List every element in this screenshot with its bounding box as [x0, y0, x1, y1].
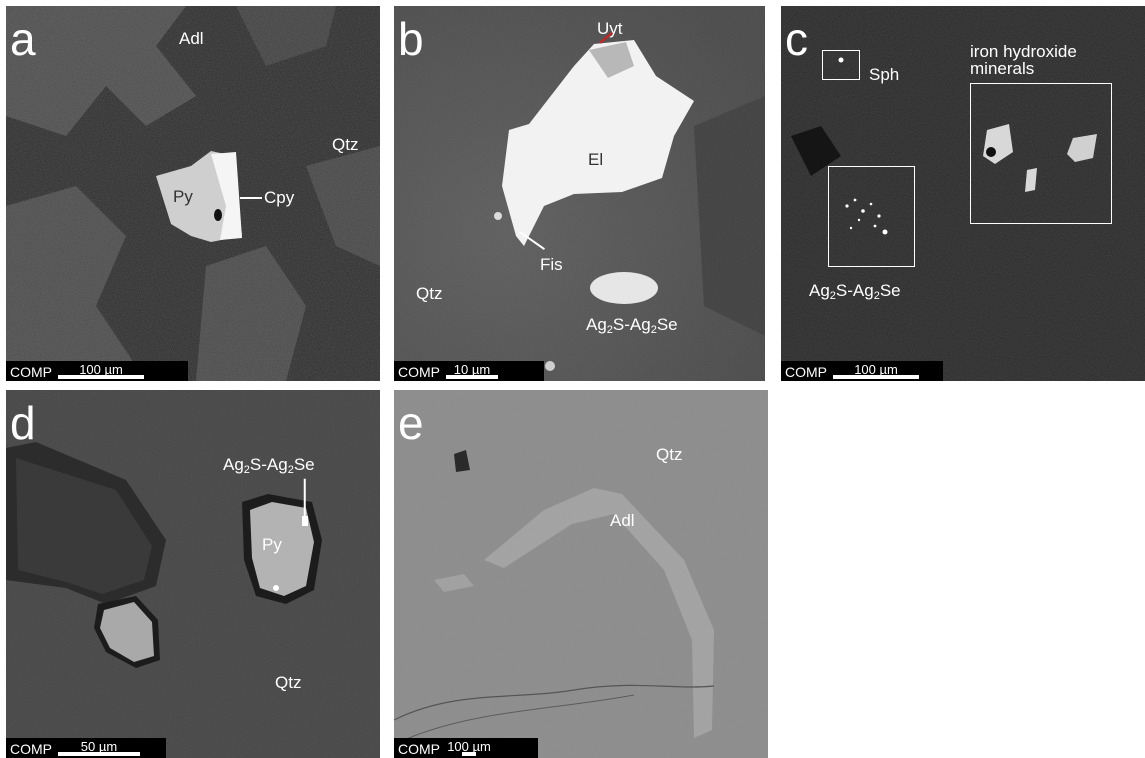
panel-c-letter: c	[785, 13, 808, 65]
label-qtz: Qtz	[416, 284, 443, 303]
comp-label: COMP	[10, 741, 52, 757]
label-el: El	[588, 150, 604, 169]
panel-c: c Sph iron hydroxide minerals Ag2S-Ag2Se…	[781, 6, 1145, 381]
label-cpy: Cpy	[264, 188, 295, 207]
label-minerals: minerals	[970, 59, 1035, 78]
label-uyt: Uyt	[597, 19, 623, 38]
leader-ag2s-ag2se	[304, 478, 306, 519]
comp-label: COMP	[398, 364, 440, 380]
comp-label: COMP	[398, 741, 440, 757]
scale-length: 100 µm	[447, 739, 491, 754]
scalebar-d: COMP 50 µm	[6, 738, 166, 758]
label-fis: Fis	[540, 255, 563, 274]
label-ag2s-ag2se: Ag2S-Ag2Se	[809, 281, 901, 302]
panel-b-letter: b	[398, 13, 424, 65]
scale-bar: 100 µm	[833, 363, 919, 381]
panel-a-micrograph	[6, 6, 380, 381]
scale-line	[833, 375, 919, 379]
scalebar-c: COMP 100 µm	[781, 361, 943, 381]
label-py: Py	[173, 187, 193, 206]
label-qtz: Qtz	[332, 135, 359, 154]
panel-d-letter: d	[10, 397, 36, 449]
label-qtz: Qtz	[656, 445, 683, 464]
box-iron-hydroxide	[970, 83, 1112, 224]
comp-label: COMP	[10, 364, 52, 380]
panel-e: e Qtz Adl COMP 100 µm	[394, 390, 768, 758]
label-qtz: Qtz	[275, 673, 302, 692]
panel-b-micrograph	[394, 6, 765, 381]
scale-bar: 100 µm	[58, 363, 144, 381]
comp-label: COMP	[785, 364, 827, 380]
label-ag2s-ag2se: Ag2S-Ag2Se	[586, 315, 678, 336]
label-adl: Adl	[179, 29, 204, 48]
scale-line	[58, 375, 144, 379]
scale-bar: 10 µm	[446, 363, 498, 381]
scale-length: 100 µm	[854, 362, 898, 377]
scale-bar: 100 µm	[446, 740, 492, 758]
scale-length: 10 µm	[453, 362, 491, 377]
box-sph	[822, 50, 860, 80]
panel-b: b Uyt El Fis Qtz Ag2S-Ag2Se COMP 10 µm	[394, 6, 765, 381]
box-ag2s-ag2se	[828, 166, 915, 267]
scalebar-b: COMP 10 µm	[394, 361, 544, 381]
panel-c-micrograph	[781, 6, 1145, 381]
scalebar-e: COMP 100 µm	[394, 738, 538, 758]
scalebar-a: COMP 100 µm	[6, 361, 188, 381]
panel-e-letter: e	[398, 397, 424, 449]
panel-d-micrograph	[6, 390, 380, 758]
scale-length: 100 µm	[79, 362, 123, 377]
panel-e-micrograph	[394, 390, 768, 758]
panel-d: d Ag2S-Ag2Se Py Qtz COMP 50 µm	[6, 390, 380, 758]
scale-bar: 50 µm	[58, 740, 140, 758]
scale-line	[446, 375, 498, 379]
label-py: Py	[262, 535, 282, 554]
leader-cpy	[240, 197, 262, 199]
panel-a-letter: a	[10, 13, 36, 65]
panel-a: a Adl Qtz Py Cpy COMP 100 µm	[6, 6, 380, 381]
label-ag2s-ag2se: Ag2S-Ag2Se	[223, 455, 315, 476]
scale-line	[462, 752, 476, 756]
label-adl: Adl	[610, 511, 635, 530]
scale-length: 50 µm	[80, 739, 118, 754]
label-sph: Sph	[869, 65, 900, 84]
scale-line	[58, 752, 140, 756]
label-iron-hydroxide: iron hydroxide	[970, 42, 1077, 61]
